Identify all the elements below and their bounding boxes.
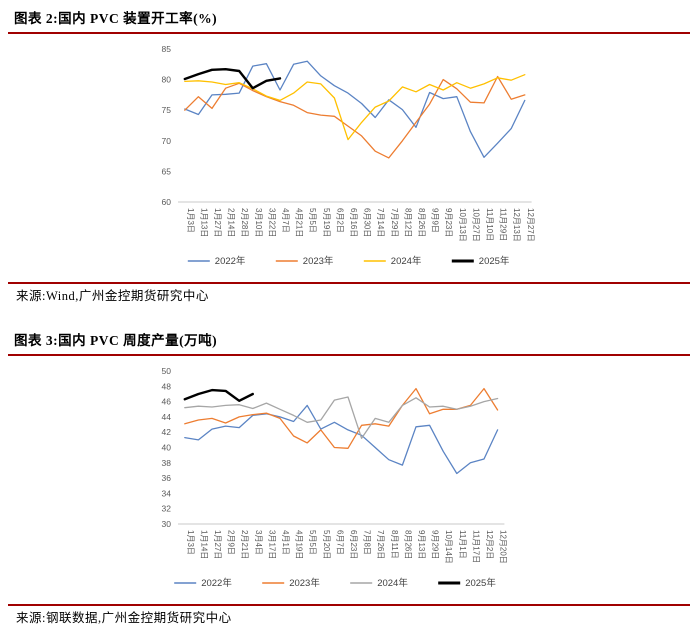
x-axis-tick-label: 3月10日 bbox=[254, 208, 263, 237]
x-axis-tick-label: 4月21日 bbox=[295, 208, 304, 237]
series-line-2025年 bbox=[183, 68, 282, 90]
x-axis-tick-label: 11月29日 bbox=[499, 208, 508, 241]
x-axis-tick-label: 8月26日 bbox=[403, 530, 412, 559]
x-axis-tick-label: 11月17日 bbox=[471, 530, 480, 563]
figure-2-source: 来源:Wind,广州金控期货研究中心 bbox=[16, 289, 209, 303]
y-axis-tick-label: 44 bbox=[162, 412, 172, 422]
x-axis-tick-label: 10月14日 bbox=[444, 530, 453, 564]
x-axis-tick-label: 6月30日 bbox=[363, 208, 372, 237]
figure-3-source: 来源:钢联数据,广州金控期货研究中心 bbox=[16, 611, 232, 625]
series-line-2023年 bbox=[184, 75, 526, 159]
y-axis-tick-label: 65 bbox=[162, 166, 172, 176]
y-axis-tick-label: 40 bbox=[162, 443, 172, 453]
y-axis-tick-label: 34 bbox=[162, 488, 172, 498]
x-axis-tick-label: 2月28日 bbox=[240, 208, 249, 237]
y-axis-tick-label: 46 bbox=[162, 397, 172, 407]
x-axis-tick-label: 2月21日 bbox=[240, 530, 249, 559]
x-axis-tick-label: 3月22日 bbox=[267, 208, 276, 237]
y-axis-tick-label: 80 bbox=[162, 75, 172, 85]
legend-label-2022年: 2022年 bbox=[201, 577, 232, 589]
x-axis-tick-label: 8月26日 bbox=[417, 208, 426, 237]
y-axis-tick-label: 85 bbox=[162, 44, 172, 54]
x-axis-tick-label: 1月13日 bbox=[199, 208, 208, 237]
series-line-2024年 bbox=[184, 74, 526, 141]
x-axis-tick-label: 6月23日 bbox=[349, 530, 358, 559]
x-axis-tick-label: 4月1日 bbox=[281, 530, 290, 555]
x-axis-tick-label: 1月3日 bbox=[186, 530, 195, 555]
x-axis-tick-label: 7月26日 bbox=[376, 530, 385, 559]
y-axis-tick-label: 32 bbox=[162, 504, 172, 514]
x-axis-tick-label: 3月4日 bbox=[254, 530, 263, 555]
y-axis-tick-label: 70 bbox=[162, 136, 172, 146]
series-line-2025年 bbox=[183, 388, 255, 402]
x-axis-tick-label: 10月27日 bbox=[471, 208, 480, 242]
x-axis-tick-label: 2月14日 bbox=[227, 208, 236, 237]
legend-label-2024年: 2024年 bbox=[377, 577, 408, 589]
x-axis-tick-label: 7月8日 bbox=[363, 530, 372, 555]
y-axis-tick-label: 75 bbox=[162, 105, 172, 115]
x-axis-tick-label: 5月19日 bbox=[322, 208, 331, 237]
x-axis-tick-label: 8月12日 bbox=[403, 208, 412, 237]
y-axis-tick-label: 42 bbox=[162, 427, 172, 437]
x-axis-tick-label: 4月19日 bbox=[295, 530, 304, 559]
x-axis-tick-label: 10月13日 bbox=[458, 208, 467, 242]
x-axis-tick-label: 5月5日 bbox=[308, 208, 317, 233]
legend-label-2023年: 2023年 bbox=[303, 255, 334, 267]
x-axis-tick-label: 9月29日 bbox=[431, 530, 440, 559]
y-axis-tick-label: 30 bbox=[162, 519, 172, 529]
x-axis-tick-label: 2月9日 bbox=[227, 530, 236, 555]
figure-2-source-rule bbox=[8, 282, 690, 284]
y-axis-tick-label: 36 bbox=[162, 473, 172, 483]
x-axis-tick-label: 7月29日 bbox=[390, 208, 399, 237]
figure-3-title-rule bbox=[8, 354, 690, 356]
figure-3-line-chart: 30 32 34 36 38 40 42 44 46 48 50 1月3日 1月14日 1月27日 2月9日… bbox=[162, 366, 508, 589]
y-axis-tick-label: 60 bbox=[162, 197, 172, 207]
x-axis-tick-label: 9月13日 bbox=[417, 530, 426, 559]
x-axis-tick-label: 5月20日 bbox=[322, 530, 331, 559]
x-axis-tick-label: 12月2日 bbox=[485, 530, 494, 559]
x-axis-tick-label: 1月14日 bbox=[199, 530, 208, 559]
figure-3-source-rule bbox=[8, 604, 690, 606]
figure-2-title-rule bbox=[8, 32, 690, 34]
series-line-2023年 bbox=[184, 387, 499, 449]
x-axis-tick-label: 6月7日 bbox=[335, 530, 344, 555]
x-axis-tick-label: 9月23日 bbox=[444, 208, 453, 237]
x-axis-tick-label: 12月27日 bbox=[526, 208, 535, 242]
x-axis-tick-label: 12月20日 bbox=[499, 530, 508, 564]
x-axis-tick-label: 1月27日 bbox=[213, 208, 222, 237]
legend-label-2022年: 2022年 bbox=[215, 255, 246, 267]
x-axis-tick-label: 11月10日 bbox=[485, 208, 494, 241]
x-axis-tick-label: 8月11日 bbox=[390, 530, 399, 559]
y-axis-tick-label: 50 bbox=[162, 366, 172, 376]
x-axis-tick-label: 3月17日 bbox=[267, 530, 276, 559]
y-axis-tick-label: 48 bbox=[162, 381, 172, 391]
x-axis-tick-label: 7月14日 bbox=[376, 208, 385, 237]
x-axis-tick-label: 1月3日 bbox=[186, 208, 195, 233]
x-axis-tick-label: 9月9日 bbox=[431, 208, 440, 233]
x-axis-tick-label: 6月16日 bbox=[349, 208, 358, 237]
legend-label-2025年: 2025年 bbox=[465, 577, 496, 589]
series-line-2022年 bbox=[184, 60, 526, 158]
figure-2-title: 图表 2:国内 PVC 装置开工率(%) bbox=[14, 11, 218, 26]
series-line-2024年 bbox=[184, 396, 499, 439]
figure-3-title: 图表 3:国内 PVC 周度产量(万吨) bbox=[14, 333, 218, 348]
figure-3-section: 图表 3:国内 PVC 周度产量(万吨) 30 32 34 36 38 40 42 44 46 4… bbox=[0, 332, 698, 626]
legend-label-2024年: 2024年 bbox=[391, 255, 422, 267]
x-axis-tick-label: 5月5日 bbox=[308, 530, 317, 555]
report-page: 图表 2:国内 PVC 装置开工率(%) 60 65 70 75 80 85 1月3日 1月1… bbox=[0, 10, 698, 626]
legend-label-2023年: 2023年 bbox=[289, 577, 320, 589]
x-axis-tick-label: 6月2日 bbox=[335, 208, 344, 233]
x-axis-tick-label: 1月27日 bbox=[213, 530, 222, 559]
x-axis-tick-label: 11月1日 bbox=[458, 530, 467, 559]
x-axis-tick-label: 12月13日 bbox=[512, 208, 521, 242]
y-axis-tick-label: 38 bbox=[162, 458, 172, 468]
x-axis-tick-label: 4月7日 bbox=[281, 208, 290, 233]
legend-label-2025年: 2025年 bbox=[479, 255, 510, 267]
series-line-2022年 bbox=[184, 404, 499, 475]
figure-2-section: 图表 2:国内 PVC 装置开工率(%) 60 65 70 75 80 85 1月3日 1月1… bbox=[0, 10, 698, 304]
figure-2-line-chart: 60 65 70 75 80 85 1月3日 1月13日 1月27日 2月14日 2月28日 3月10… bbox=[162, 44, 535, 267]
